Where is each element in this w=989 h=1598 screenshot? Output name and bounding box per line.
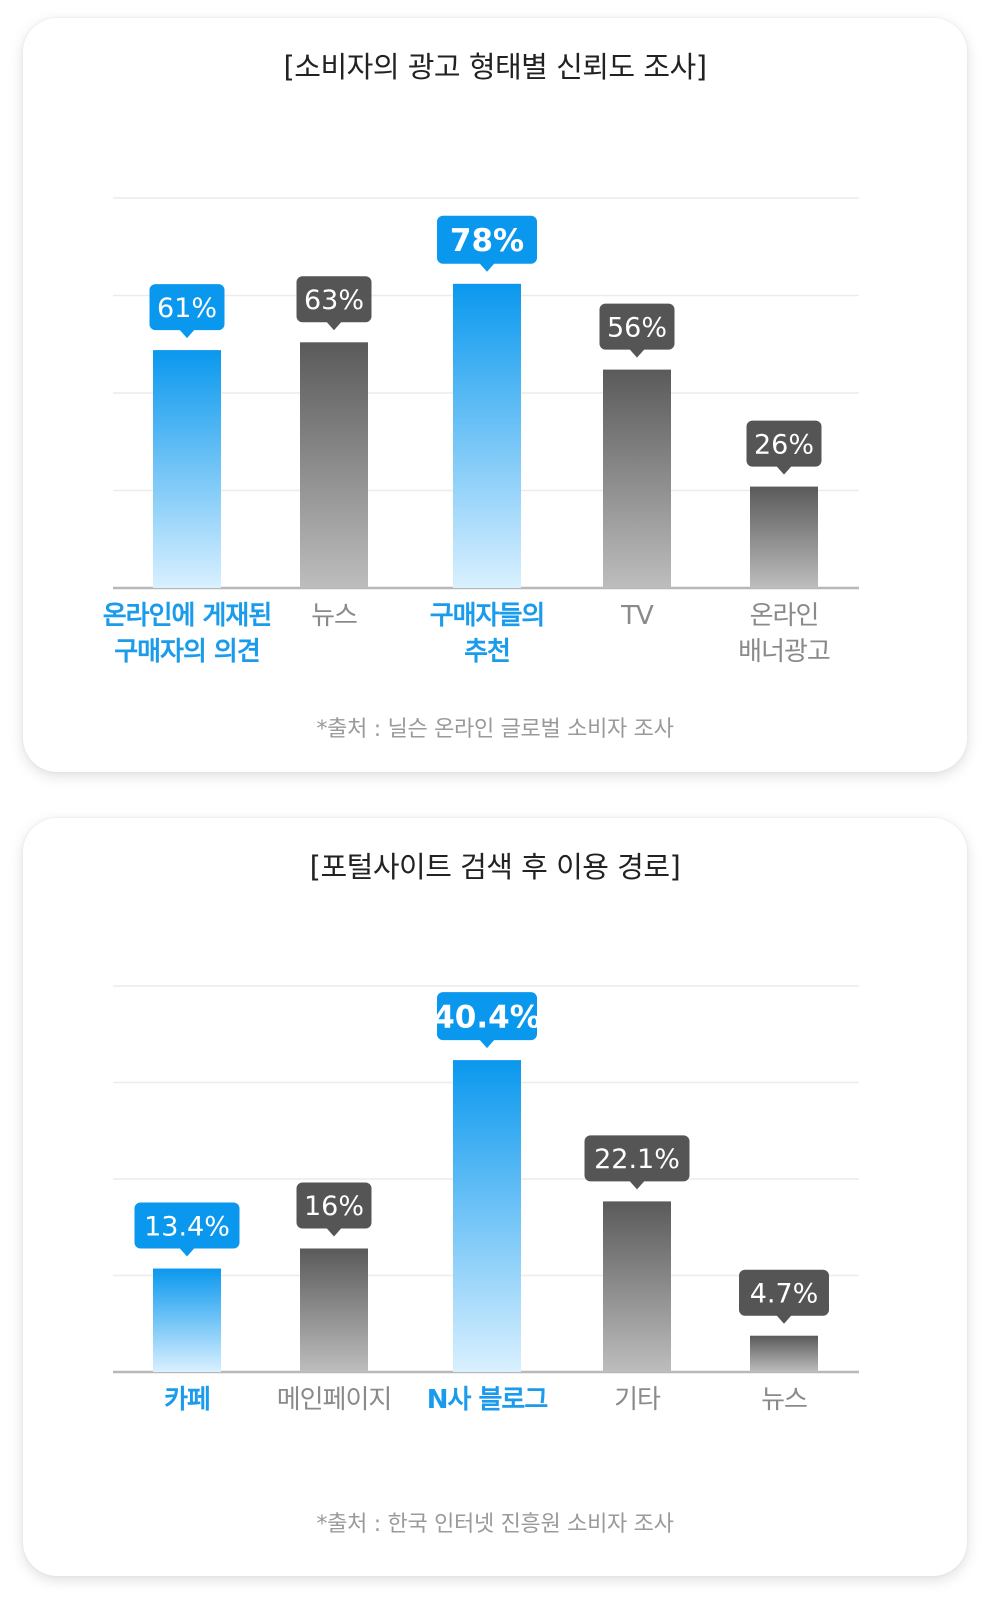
- callout-pointer: [776, 465, 792, 475]
- data-label: 61%: [157, 293, 217, 324]
- callout-pointer: [629, 348, 645, 358]
- bar: [750, 486, 818, 588]
- callout-bubble: [437, 215, 537, 264]
- source-note: *출처 : 한국 인터넷 진흥원 소비자 조사: [316, 1512, 674, 1537]
- data-label: 22.1%: [594, 1144, 680, 1175]
- callout-bubble: [437, 992, 537, 1041]
- value-callout: 13.4%: [134, 1202, 240, 1257]
- data-label: 63%: [304, 285, 364, 316]
- bar: [750, 1335, 818, 1372]
- x-tick-label: 구매자들의 추천: [430, 601, 545, 667]
- data-label: 40.4%: [433, 999, 541, 1035]
- value-callout: 4.7%: [739, 1269, 829, 1324]
- x-tick-label: N사 블로그: [427, 1385, 548, 1415]
- value-callout: 63%: [296, 276, 372, 331]
- data-label: 16%: [304, 1191, 364, 1222]
- data-label: 56%: [607, 312, 667, 343]
- data-label: 26%: [754, 429, 814, 460]
- bar: [453, 283, 521, 588]
- bar: [300, 1248, 368, 1372]
- callout-pointer: [629, 1180, 645, 1190]
- x-tick-label: 온라인에 게재된 구매자의 의견: [103, 601, 272, 667]
- callout-pointer: [326, 321, 342, 331]
- callout-pointer: [179, 1247, 195, 1257]
- bar: [453, 1060, 521, 1372]
- x-tick-label: 뉴스: [761, 1385, 807, 1415]
- x-tick-label: 기타: [614, 1385, 661, 1415]
- bar: [300, 342, 368, 588]
- source-note: *출처 : 닐슨 온라인 글로벌 소비자 조사: [316, 717, 674, 742]
- value-callout: 16%: [296, 1182, 372, 1237]
- callout-bubble: [584, 1135, 690, 1182]
- x-tick-label: 뉴스: [311, 601, 357, 631]
- value-callout: 78%: [437, 215, 537, 272]
- data-label: 78%: [450, 223, 524, 259]
- data-label: 4.7%: [750, 1278, 819, 1309]
- x-tick-label: 온라인 배너광고: [738, 601, 830, 667]
- callout-bubble: [739, 1269, 829, 1316]
- bar: [153, 1268, 221, 1372]
- callout-bubble: [296, 1182, 372, 1229]
- callout-pointer: [776, 1314, 792, 1324]
- callout-pointer: [479, 262, 495, 272]
- callout-bubble: [746, 420, 822, 467]
- callout-bubble: [134, 1202, 240, 1249]
- portal-path-card: [포털사이트 검색 후 이용 경로] 13.4% 카페 16% 메인페이지 40.4% N…: [23, 818, 967, 1576]
- trust-survey-bar-chart: 61% 온라인에 게재된 구매자의 의견 63% 뉴스 78% 구매자들의 추천 56% TV 26…: [103, 197, 859, 667]
- chart-title: [소비자의 광고 형태별 신뢰도 조사]: [283, 50, 707, 84]
- x-tick-label: 메인페이지: [277, 1385, 392, 1415]
- x-tick-label: TV: [620, 601, 654, 631]
- chart-title: [포털사이트 검색 후 이용 경로]: [309, 850, 681, 884]
- data-label: 13.4%: [144, 1211, 230, 1242]
- bar: [603, 369, 671, 588]
- callout-bubble: [599, 303, 675, 350]
- bar: [153, 350, 221, 588]
- value-callout: 61%: [149, 284, 225, 339]
- callout-pointer: [326, 1227, 342, 1237]
- trust-survey-card: [소비자의 광고 형태별 신뢰도 조사] 61% 온라인에 게재된 구매자의 의견 6…: [23, 18, 967, 772]
- x-tick-label: 카페: [164, 1385, 210, 1415]
- callout-bubble: [296, 276, 372, 323]
- callout-pointer: [179, 329, 195, 339]
- callout-bubble: [149, 284, 225, 331]
- portal-path-bar-chart: 13.4% 카페 16% 메인페이지 40.4% N사 블로그 22.1% 기타 4.7% 뉴스: [113, 985, 859, 1415]
- value-callout: 40.4%: [433, 992, 541, 1049]
- bar: [603, 1201, 671, 1372]
- callout-pointer: [479, 1039, 495, 1049]
- value-callout: 26%: [746, 420, 822, 475]
- value-callout: 56%: [599, 303, 675, 358]
- value-callout: 22.1%: [584, 1135, 690, 1190]
